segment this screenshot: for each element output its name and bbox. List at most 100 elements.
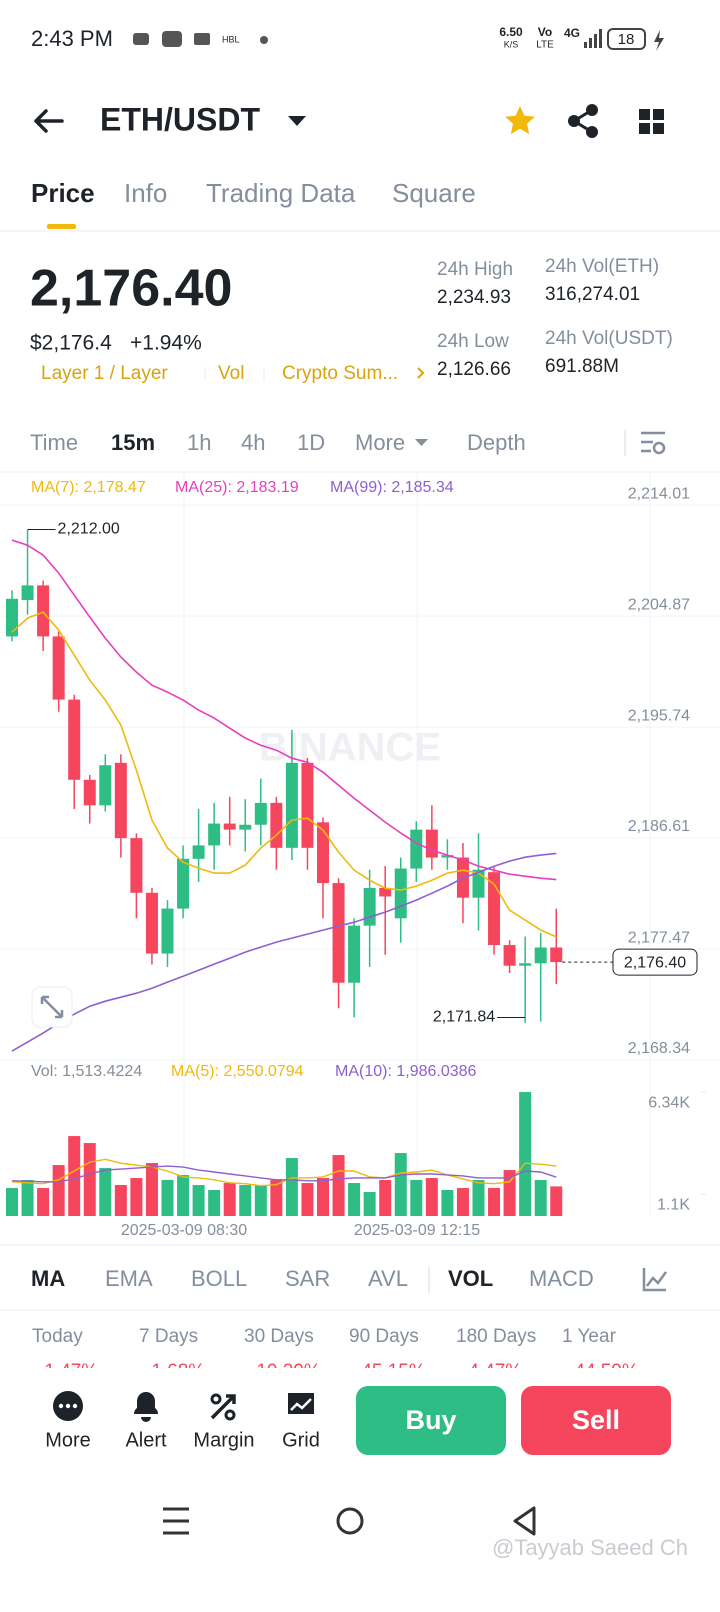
vol-ma-line <box>11 1158 557 1187</box>
tag[interactable]: Vol <box>218 363 244 384</box>
network-lte: LTE <box>536 40 554 51</box>
tag[interactable]: Layer 1 / Layer <box>41 363 168 384</box>
period-label[interactable]: Today <box>32 1326 83 1347</box>
pair-dropdown[interactable] <box>288 116 306 126</box>
vol-tick-label: 1.1K <box>657 1197 690 1214</box>
indicator[interactable]: EMA <box>105 1266 153 1291</box>
interval[interactable]: More <box>355 430 405 455</box>
volume-bar <box>379 1180 392 1216</box>
low-label: 2,171.84 <box>433 1009 495 1026</box>
candle-body <box>99 765 112 806</box>
tab[interactable]: Trading Data <box>206 178 356 208</box>
buy-button[interactable] <box>356 1386 506 1455</box>
nav-back[interactable] <box>513 1506 536 1536</box>
indicator[interactable]: BOLL <box>191 1266 247 1291</box>
candle-body <box>472 869 485 898</box>
volume-bar <box>161 1180 174 1216</box>
action-label[interactable]: Alert <box>125 1429 167 1451</box>
ma-line <box>11 539 557 881</box>
tab[interactable]: Info <box>124 178 167 208</box>
candle-body <box>488 872 501 946</box>
nav-recents[interactable] <box>163 1507 189 1535</box>
candle-body <box>192 845 205 859</box>
stat-label: 24h Vol(USDT) <box>545 328 673 349</box>
volume-bar <box>394 1153 407 1216</box>
y-tick-label: 2,195.74 <box>628 707 690 724</box>
high-label: 2,212.00 <box>58 521 120 538</box>
y-tick-label: 2,168.34 <box>628 1040 690 1057</box>
layout-button[interactable] <box>639 109 664 134</box>
back-button[interactable] <box>34 109 64 133</box>
alert-icon <box>134 1392 158 1422</box>
tab-indicator <box>47 224 76 229</box>
pair-title[interactable]: ETH/USDT <box>100 101 260 137</box>
sell-button[interactable] <box>521 1386 671 1455</box>
speed-unit: K/S <box>504 39 519 49</box>
sell-label[interactable]: Sell <box>572 1405 620 1435</box>
ma-legend: MA(7): 2,178.47 <box>31 479 146 496</box>
action-label[interactable]: Margin <box>193 1429 254 1451</box>
interval[interactable]: 4h <box>241 430 265 455</box>
candle-body <box>177 858 190 909</box>
volume-bar <box>192 1185 205 1216</box>
period-label[interactable]: 90 Days <box>349 1326 419 1347</box>
candle-body <box>301 762 314 848</box>
volume-bar <box>519 1092 532 1216</box>
period-label[interactable]: 30 Days <box>244 1326 314 1347</box>
buy-label[interactable]: Buy <box>405 1405 456 1435</box>
candle-body <box>145 892 158 954</box>
share-button[interactable] <box>568 104 598 138</box>
nav-home[interactable] <box>336 1507 364 1535</box>
volume-bar <box>488 1188 501 1216</box>
period-label[interactable]: 180 Days <box>456 1326 536 1347</box>
indicator[interactable]: MA <box>31 1266 65 1291</box>
tag[interactable]: Crypto Sum... <box>282 363 398 384</box>
stat-value: 316,274.01 <box>545 284 640 305</box>
more-dropdown[interactable] <box>415 439 428 446</box>
interval[interactable]: 1D <box>297 430 325 455</box>
indicator-settings[interactable] <box>642 1268 668 1292</box>
interval[interactable]: Depth <box>467 430 526 455</box>
candle-body <box>332 883 345 983</box>
tab[interactable]: Price <box>31 178 95 208</box>
last-price: 2,176.40 <box>30 260 232 318</box>
tab[interactable]: Square <box>392 178 476 208</box>
volume-bar <box>52 1165 65 1216</box>
candle-body <box>425 829 438 858</box>
interval[interactable]: 15m <box>111 430 155 455</box>
candle-body <box>254 802 267 825</box>
volume-bar <box>99 1168 112 1216</box>
period-label[interactable]: 7 Days <box>139 1326 198 1347</box>
indicator[interactable]: MACD <box>529 1266 594 1291</box>
volume-bar <box>503 1170 516 1216</box>
indicator[interactable]: AVL <box>368 1266 408 1291</box>
interval[interactable]: 1h <box>187 430 211 455</box>
period-value: -4.47% <box>462 1361 522 1382</box>
candle-body <box>6 598 18 637</box>
indicator[interactable]: VOL <box>448 1266 493 1291</box>
candle-body <box>285 762 298 848</box>
candle-body <box>534 947 547 964</box>
action-label[interactable]: Grid <box>282 1429 320 1451</box>
volume-bar <box>37 1188 50 1216</box>
interval[interactable]: Time <box>30 430 78 455</box>
user-watermark: @Tayyab Saeed Ch <box>492 1535 688 1560</box>
volume-bar <box>130 1178 143 1216</box>
volume-bar <box>239 1185 252 1216</box>
expand-button[interactable] <box>31 986 73 1028</box>
indicator[interactable]: SAR <box>285 1266 330 1291</box>
chart-settings[interactable] <box>641 431 666 455</box>
period-label[interactable]: 1 Year <box>562 1326 617 1347</box>
action-label[interactable]: More <box>45 1429 91 1451</box>
period-value: -1.47% <box>38 1361 98 1382</box>
candle-body <box>410 829 423 869</box>
candle-body <box>317 822 329 884</box>
volume-bar <box>456 1188 469 1216</box>
candle-body <box>130 838 143 893</box>
candle-body <box>441 855 454 858</box>
tags-more[interactable] <box>417 367 425 379</box>
signal-bars <box>584 29 602 48</box>
candle-body <box>503 945 516 966</box>
favorite-star[interactable] <box>505 106 535 135</box>
